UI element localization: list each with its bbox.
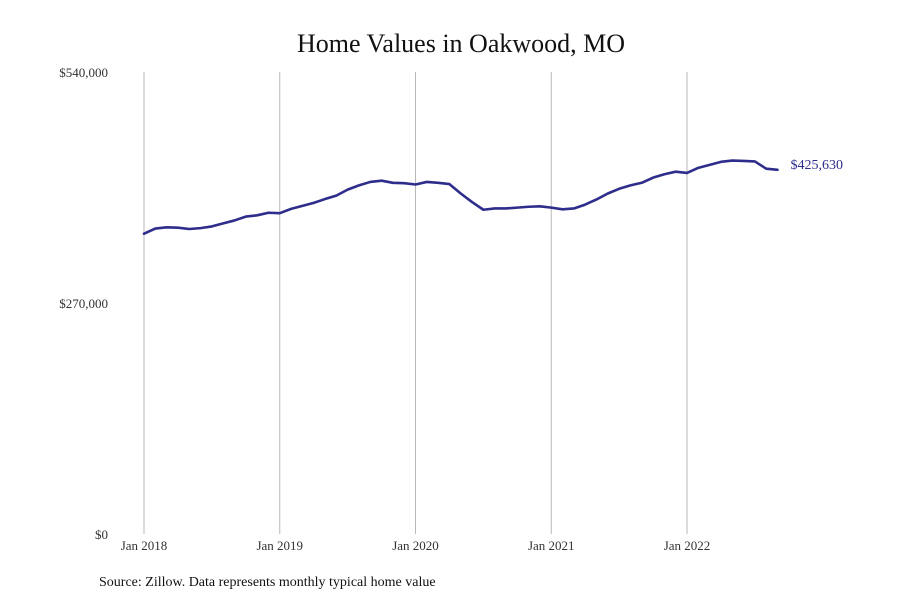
x-tick-label: Jan 2018 [121, 538, 168, 553]
y-tick-label: $0 [95, 527, 108, 542]
x-tick-label: Jan 2019 [256, 538, 303, 553]
end-value-label: $425,630 [791, 158, 844, 173]
grid-lines [143, 72, 688, 534]
x-tick-label: Jan 2022 [664, 538, 711, 553]
y-tick-label: $540,000 [59, 65, 108, 80]
series-line [142, 159, 779, 235]
series-group: $425,630 [142, 158, 844, 235]
y-tick-label: $270,000 [59, 296, 108, 311]
x-tick-label: Jan 2021 [528, 538, 575, 553]
chart-title: Home Values in Oakwood, MO [297, 29, 625, 58]
source-note: Source: Zillow. Data represents monthly … [99, 575, 436, 590]
x-tick-label: Jan 2020 [392, 538, 439, 553]
x-axis: Jan 2018 Jan 2019 Jan 2020 Jan 2021 Jan 2022 [121, 538, 711, 553]
y-axis: $0 $270,000 $540,000 [59, 65, 108, 542]
